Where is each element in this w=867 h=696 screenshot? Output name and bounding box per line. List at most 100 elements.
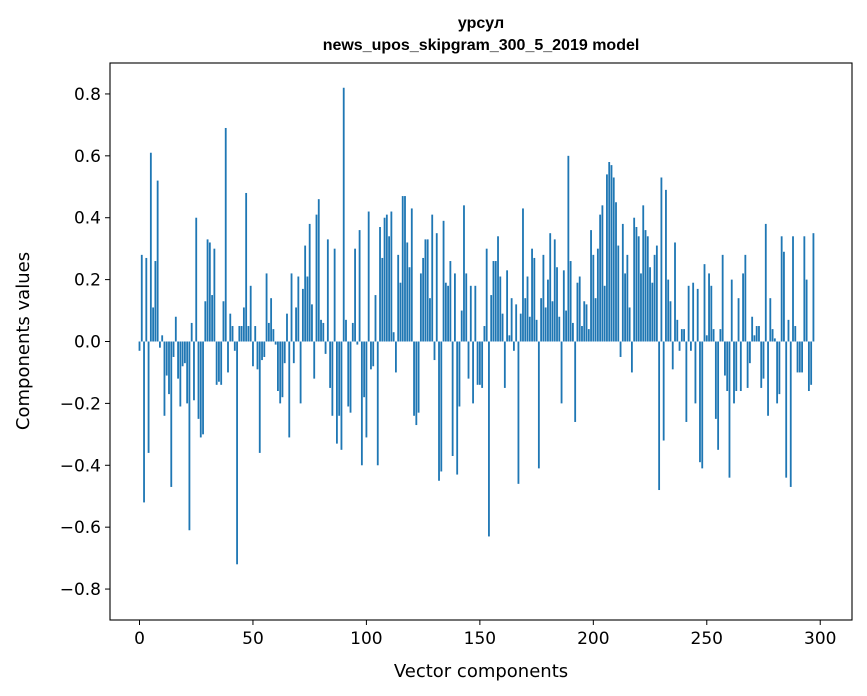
bar — [233, 341, 236, 351]
bar — [669, 301, 672, 342]
bar — [197, 341, 200, 419]
bar — [456, 341, 459, 475]
bar — [236, 341, 238, 565]
bar — [508, 335, 511, 342]
bar — [535, 319, 538, 342]
bar — [229, 313, 232, 342]
bar — [701, 341, 704, 469]
bar — [322, 322, 325, 342]
bar — [249, 285, 252, 342]
bar — [581, 326, 583, 342]
bar — [356, 341, 359, 345]
bar — [671, 341, 674, 370]
bar — [531, 248, 533, 342]
bar — [469, 285, 472, 342]
bar — [351, 322, 354, 342]
bar — [292, 341, 295, 364]
bar — [789, 341, 792, 487]
y-axis-label: Components values — [13, 252, 34, 430]
bar — [442, 220, 445, 342]
bar — [272, 329, 275, 342]
bar — [367, 211, 370, 342]
bar — [179, 341, 182, 407]
bar — [138, 341, 141, 351]
bar — [587, 329, 590, 342]
bar — [406, 242, 409, 342]
bar — [490, 295, 493, 342]
bar — [773, 338, 776, 342]
bar — [637, 236, 640, 342]
bar — [274, 341, 277, 345]
bar — [231, 326, 234, 342]
bar — [687, 285, 690, 342]
bar — [183, 341, 186, 364]
bar — [156, 180, 159, 342]
bar — [594, 298, 597, 342]
bar — [267, 322, 270, 342]
bar — [492, 261, 495, 342]
y-tick-label: 0.8 — [74, 85, 101, 105]
bar — [143, 341, 145, 503]
bar — [603, 285, 606, 342]
x-tick-label: 50 — [242, 629, 264, 649]
bar — [478, 341, 481, 385]
bar — [374, 295, 377, 342]
bar — [372, 341, 375, 367]
bar — [211, 295, 214, 342]
bar — [660, 177, 663, 342]
bar — [689, 341, 692, 351]
bar — [458, 341, 461, 407]
x-tick-label: 300 — [804, 629, 836, 649]
bar — [510, 298, 513, 342]
bar — [667, 279, 670, 342]
bar — [463, 205, 465, 342]
bar — [798, 341, 801, 373]
bar — [760, 341, 763, 388]
bar — [204, 301, 207, 342]
bar — [288, 341, 291, 438]
bar — [454, 273, 456, 342]
bar — [735, 341, 738, 392]
bar — [640, 273, 642, 342]
bar — [465, 273, 468, 342]
bar — [242, 307, 245, 342]
bar — [719, 329, 722, 342]
bar — [544, 307, 547, 342]
bar — [590, 230, 592, 342]
bar — [737, 298, 740, 342]
y-tick-label: 0.4 — [74, 209, 101, 229]
x-axis: 0 50 100 150 200 250 300 — [134, 620, 836, 649]
bar — [547, 279, 549, 342]
bar — [506, 270, 509, 342]
chart-subtitle: news_upos_skipgram_300_5_2019 model — [323, 37, 640, 54]
bar — [537, 341, 540, 469]
bar — [553, 239, 556, 342]
bar — [206, 239, 209, 342]
bar — [140, 254, 143, 342]
x-axis-label: Vector components — [394, 661, 568, 682]
bar — [778, 341, 781, 395]
y-axis: 0.8 0.6 0.4 0.2 0.0 −0.2 −0.4 −0.6 −0.8 — [60, 85, 110, 600]
bar — [424, 239, 427, 342]
bar — [742, 273, 744, 342]
bar — [515, 304, 518, 342]
y-tick-label: −0.2 — [60, 394, 101, 414]
bar — [422, 257, 425, 342]
bar — [503, 341, 506, 388]
bar — [365, 341, 368, 438]
bar — [483, 326, 486, 342]
bar — [533, 257, 536, 342]
bar — [265, 273, 268, 342]
bar — [762, 341, 765, 379]
bar — [783, 251, 785, 342]
bar — [796, 341, 799, 373]
bar — [177, 341, 179, 379]
y-tick-label: −0.6 — [60, 518, 101, 538]
bar — [497, 236, 499, 342]
bar — [297, 276, 300, 342]
bar — [694, 341, 697, 404]
bar — [728, 341, 731, 478]
bar — [785, 341, 788, 478]
bar — [662, 341, 665, 441]
